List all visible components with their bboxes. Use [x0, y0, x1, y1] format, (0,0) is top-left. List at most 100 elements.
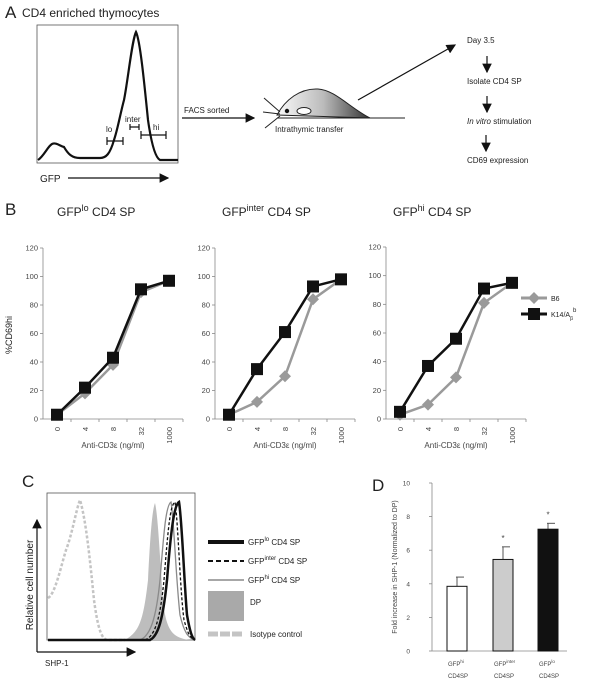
gate-lo-label: lo [106, 125, 113, 134]
y-tick-label: 100 [25, 272, 38, 281]
data-point-k14 [79, 381, 91, 394]
x-tick-label: 32 [309, 427, 318, 435]
series-line-b6 [56, 279, 170, 416]
mouse-illustration [262, 88, 405, 129]
bar [492, 558, 514, 652]
bar [537, 528, 559, 652]
y-tick-label: 100 [197, 272, 210, 281]
y-tick-label: 40 [373, 357, 381, 366]
y-tick-label: 2 [406, 615, 410, 622]
bar [446, 585, 468, 652]
y-tick-label: 100 [368, 271, 381, 280]
panel-a: A CD4 enriched thymocytes lo inter hi GF… [5, 3, 531, 185]
dp-histogram [125, 503, 190, 640]
data-point-k14 [279, 326, 291, 339]
x-axis-label: Anti-CD3ε (ng/ml) [253, 441, 316, 450]
y-tick-label: 80 [373, 300, 381, 309]
y-tick-label: 10 [403, 481, 411, 488]
legend-isotype: Isotype control [250, 630, 302, 639]
legend-b6: B6 [551, 296, 560, 303]
y-tick-label: 0 [206, 415, 210, 424]
series-line-k14 [227, 278, 342, 416]
panel-d: D Fold increase in SHP-1 (Normalized to … [372, 476, 567, 680]
panel-label-b: B [5, 200, 16, 219]
line-chart-0: 0 20 40 60 80 100 120 0 4 8 32 1000 Anti-CD3ε (ng/ml… [25, 244, 184, 450]
data-point-k14 [422, 359, 434, 372]
data-point-b6 [251, 395, 263, 408]
data-point-k14 [450, 332, 462, 345]
y-tick-label: 4 [406, 581, 410, 588]
x-tick-label: 4 [81, 427, 90, 431]
series-line-b6 [228, 278, 342, 416]
facs-sorted-label: FACS sorted [184, 106, 229, 115]
y-tick-label: 20 [373, 386, 381, 395]
bar-chart: 0 2 4 6 8 10 GFPhi CD4SP * GFPinter CD4SP * GFPlo CD4… [403, 481, 567, 680]
data-point-k14 [51, 408, 63, 421]
legend-gfp-inter: GFPinter CD4 SP [248, 556, 307, 566]
data-point-b6 [450, 371, 462, 384]
panel-label-c: C [22, 472, 34, 491]
legend-gfp-lo: GFPlo CD4 SP [248, 537, 300, 547]
isotype-histogram [47, 496, 125, 642]
data-point-k14 [135, 283, 147, 296]
data-point-k14 [223, 408, 235, 421]
chart-title-lo: GFPlo CD4 SP [57, 203, 135, 219]
y-tick-label: 20 [30, 386, 38, 395]
data-point-b6 [307, 293, 319, 306]
line-chart-2: 0 20 40 60 80 100 120 0 4 8 32 1000 Anti-CD3ε (ng/ml… [368, 243, 527, 450]
gate-hi-label: hi [153, 123, 159, 132]
series-line-b6 [399, 281, 513, 416]
y-tick-label: 120 [25, 244, 38, 253]
y-tick-label: 0 [34, 415, 38, 424]
legend-k14: K14/Aβb [551, 308, 577, 322]
data-point-b6 [422, 398, 434, 411]
y-axis-label: %CD69hi [4, 316, 14, 354]
x-tick-label: 0 [396, 427, 405, 431]
x-tick-label: 4 [253, 427, 262, 431]
x-tick-label-line2: CD4SP [539, 674, 559, 680]
fold-increase-label: Fold increase in SHP-1 (Normalized to DP… [392, 500, 399, 633]
panel-label-d: D [372, 476, 384, 495]
gfp-hi-histogram [139, 500, 196, 641]
data-point-k14 [335, 273, 347, 286]
gfp-axis-label: GFP [40, 174, 61, 185]
series-line-k14 [56, 279, 170, 416]
x-tick-label: GFPinter [494, 659, 516, 668]
y-tick-label: 80 [30, 301, 38, 310]
panel-label-a: A [5, 3, 17, 22]
x-tick-label: 0 [225, 427, 234, 431]
legend: B6 K14/Aβb [521, 292, 577, 322]
chart-title-inter: GFPinter CD4 SP [222, 203, 311, 219]
y-tick-label: 40 [30, 358, 38, 367]
y-tick-label: 20 [202, 386, 210, 395]
data-point-k14 [478, 282, 490, 295]
data-point-k14 [251, 363, 263, 376]
panel-c-legend: GFPlo CD4 SP GFPinter CD4 SP GFPhi CD4 S… [208, 537, 307, 639]
step-day: Day 3.5 [467, 36, 495, 45]
y-tick-label: 8 [406, 514, 410, 521]
y-tick-label: 0 [406, 649, 410, 656]
intrathymic-transfer-label: Intrathymic transfer [275, 125, 344, 134]
step-isolate: Isolate CD4 SP [467, 77, 522, 86]
x-tick-label: GFPlo [539, 659, 555, 668]
data-point-k14 [506, 276, 518, 289]
series-line-k14 [398, 281, 513, 413]
x-tick-label: 0 [53, 427, 62, 431]
y-tick-label: 6 [406, 548, 410, 555]
data-point-b6 [279, 370, 291, 383]
panel-a-title: CD4 enriched thymocytes [22, 6, 159, 20]
legend-dp: DP [250, 598, 261, 607]
y-tick-label: 80 [202, 301, 210, 310]
y-tick-label: 0 [377, 415, 381, 424]
relative-cell-number-label: Relative cell number [25, 539, 36, 630]
shp1-label: SHP-1 [45, 659, 69, 668]
x-tick-label: 1000 [165, 427, 174, 444]
x-tick-label: 8 [109, 427, 118, 431]
gate-inter-label: inter [125, 115, 141, 124]
data-point-k14 [107, 351, 119, 364]
data-point-k14 [307, 280, 319, 293]
x-tick-label: 1000 [337, 427, 346, 444]
